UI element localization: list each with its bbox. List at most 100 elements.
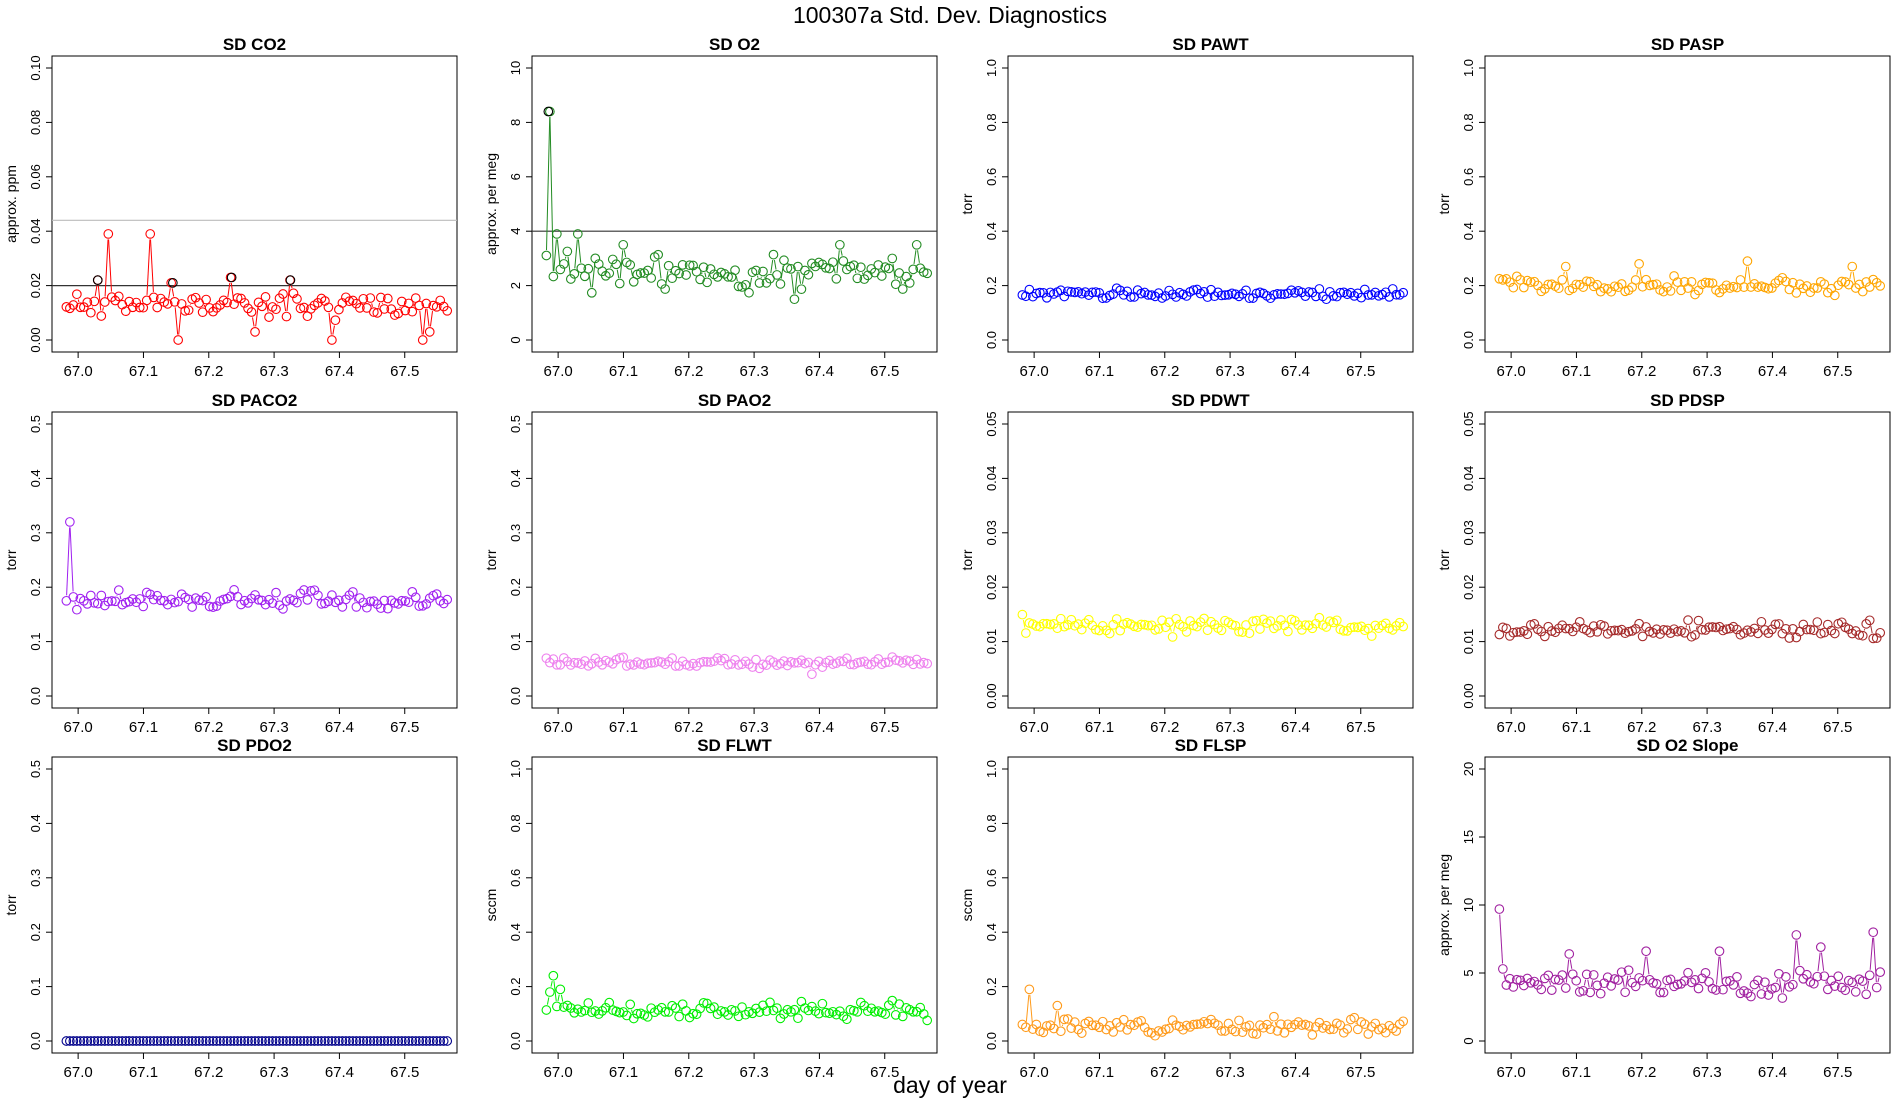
series-segment (287, 286, 289, 311)
data-point (1851, 988, 1860, 997)
series-segment (1818, 953, 1820, 972)
data-point (139, 602, 148, 611)
data-point (247, 308, 256, 317)
x-tick-label: 67.2 (194, 719, 223, 736)
series-segment (1686, 625, 1687, 627)
data-point (418, 336, 427, 345)
y-tick-label: 0.8 (984, 113, 999, 131)
x-tick-label: 67.1 (1562, 363, 1591, 380)
data-point (542, 1006, 551, 1015)
series-segment (1026, 995, 1028, 1022)
data-point (1715, 947, 1724, 956)
series-segment (771, 260, 773, 273)
series-segment (78, 300, 79, 302)
chart-title: SD O2 (709, 35, 760, 54)
y-tick-label: 0.00 (984, 683, 999, 708)
x-tick-label: 67.1 (1085, 719, 1114, 736)
chart-title: SD PDWT (1171, 391, 1250, 410)
x-tick-label: 67.3 (1692, 719, 1721, 736)
data-point (1817, 943, 1826, 952)
series-segment (333, 326, 335, 335)
data-point (97, 591, 106, 600)
x-tick-label: 67.3 (1215, 719, 1244, 736)
y-axis-label: torr (1436, 549, 1452, 570)
series-segment (670, 271, 671, 273)
data-point (1792, 931, 1801, 940)
data-point (1684, 616, 1693, 625)
series-segment (1878, 978, 1879, 983)
x-tick-label: 67.5 (1346, 363, 1375, 380)
data-point (1025, 985, 1034, 994)
series-segment (1864, 986, 1865, 988)
y-tick-label: 4 (508, 228, 523, 235)
series-segment (894, 1006, 895, 1010)
series-segment (430, 311, 432, 326)
x-tick-label: 67.4 (325, 363, 354, 380)
data-point (261, 293, 270, 302)
series-segment (1170, 628, 1171, 632)
data-point (542, 251, 551, 260)
y-tick-label: 0.8 (984, 814, 999, 832)
series-segment (291, 285, 292, 287)
y-tick-label: 0.5 (508, 415, 523, 433)
x-tick-label: 67.2 (1150, 363, 1179, 380)
series-segment (109, 239, 112, 291)
y-tick-label: 1.0 (508, 760, 523, 778)
data-point (1865, 971, 1874, 980)
x-tick-label: 67.5 (1823, 363, 1852, 380)
data-point (1572, 976, 1581, 985)
series-segment (1272, 1022, 1273, 1024)
series-segment (558, 995, 559, 1001)
x-tick-label: 67.0 (1497, 363, 1526, 380)
data-point (1308, 1031, 1317, 1040)
series-segment (551, 981, 552, 987)
data-point (877, 272, 886, 281)
series-segment (1647, 957, 1649, 975)
series-segment (1853, 272, 1855, 283)
data-point (296, 589, 305, 598)
series-segment (103, 307, 104, 310)
y-tick-label: 0.01 (984, 629, 999, 654)
plot-frame (52, 56, 457, 352)
y-tick-label: 0.6 (1461, 168, 1476, 186)
data-point (1558, 275, 1567, 284)
data-point (1813, 618, 1822, 627)
x-tick-label: 67.2 (674, 719, 703, 736)
x-tick-label: 67.5 (390, 719, 419, 736)
data-point (556, 985, 565, 994)
y-tick-label: 0.4 (508, 469, 523, 487)
y-axis-label: sccm (483, 889, 499, 922)
y-tick-label: 0.0 (1461, 331, 1476, 349)
data-point-highlight (93, 276, 102, 285)
y-axis-label: torr (1436, 193, 1452, 214)
series-segment (632, 1010, 633, 1013)
series-segment (175, 307, 177, 334)
data-point (769, 250, 778, 259)
series-segment (1870, 938, 1873, 970)
x-tick-label: 67.4 (1281, 719, 1310, 736)
series-segment (120, 595, 121, 599)
y-axis-label: torr (3, 549, 19, 570)
y-tick-label: 15 (1461, 830, 1476, 844)
data-point (1747, 992, 1756, 1001)
plot-frame (52, 412, 457, 708)
y-tick-label: 0.04 (28, 219, 43, 244)
series-segment (705, 273, 706, 277)
x-tick-label: 67.4 (805, 363, 834, 380)
series-segment (420, 311, 422, 335)
y-tick-label: 0.02 (28, 273, 43, 298)
y-tick-label: 1.0 (1461, 59, 1476, 77)
x-tick-label: 67.2 (1150, 719, 1179, 736)
x-tick-label: 67.5 (1823, 719, 1852, 736)
figure-x-axis-label: day of year (0, 1072, 1900, 1099)
series-segment (708, 274, 709, 277)
data-point (808, 670, 817, 679)
data-point (563, 247, 572, 256)
series-segment (547, 997, 548, 1004)
data-point (202, 295, 211, 304)
data-point (619, 241, 628, 250)
data-point (1834, 972, 1843, 981)
